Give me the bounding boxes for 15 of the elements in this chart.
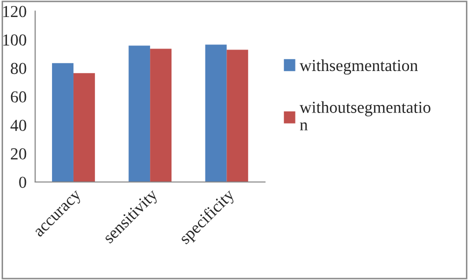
legend-label: withsegmentation xyxy=(300,59,418,75)
bar xyxy=(128,46,150,182)
y-tick-label: 120 xyxy=(3,6,26,18)
bar xyxy=(52,63,74,182)
y-tick-label: 80 xyxy=(10,62,26,74)
legend-label: withoutsegmentation xyxy=(300,101,430,130)
y-tick-label: 60 xyxy=(10,91,26,103)
bar xyxy=(226,50,248,182)
y-tick-label: 100 xyxy=(3,34,26,46)
bar xyxy=(73,73,95,182)
y-tick-label: 40 xyxy=(10,120,26,132)
bar xyxy=(205,44,227,182)
y-tick-label: 20 xyxy=(10,148,26,160)
bar xyxy=(150,48,172,182)
y-tick-label: 0 xyxy=(19,176,26,188)
